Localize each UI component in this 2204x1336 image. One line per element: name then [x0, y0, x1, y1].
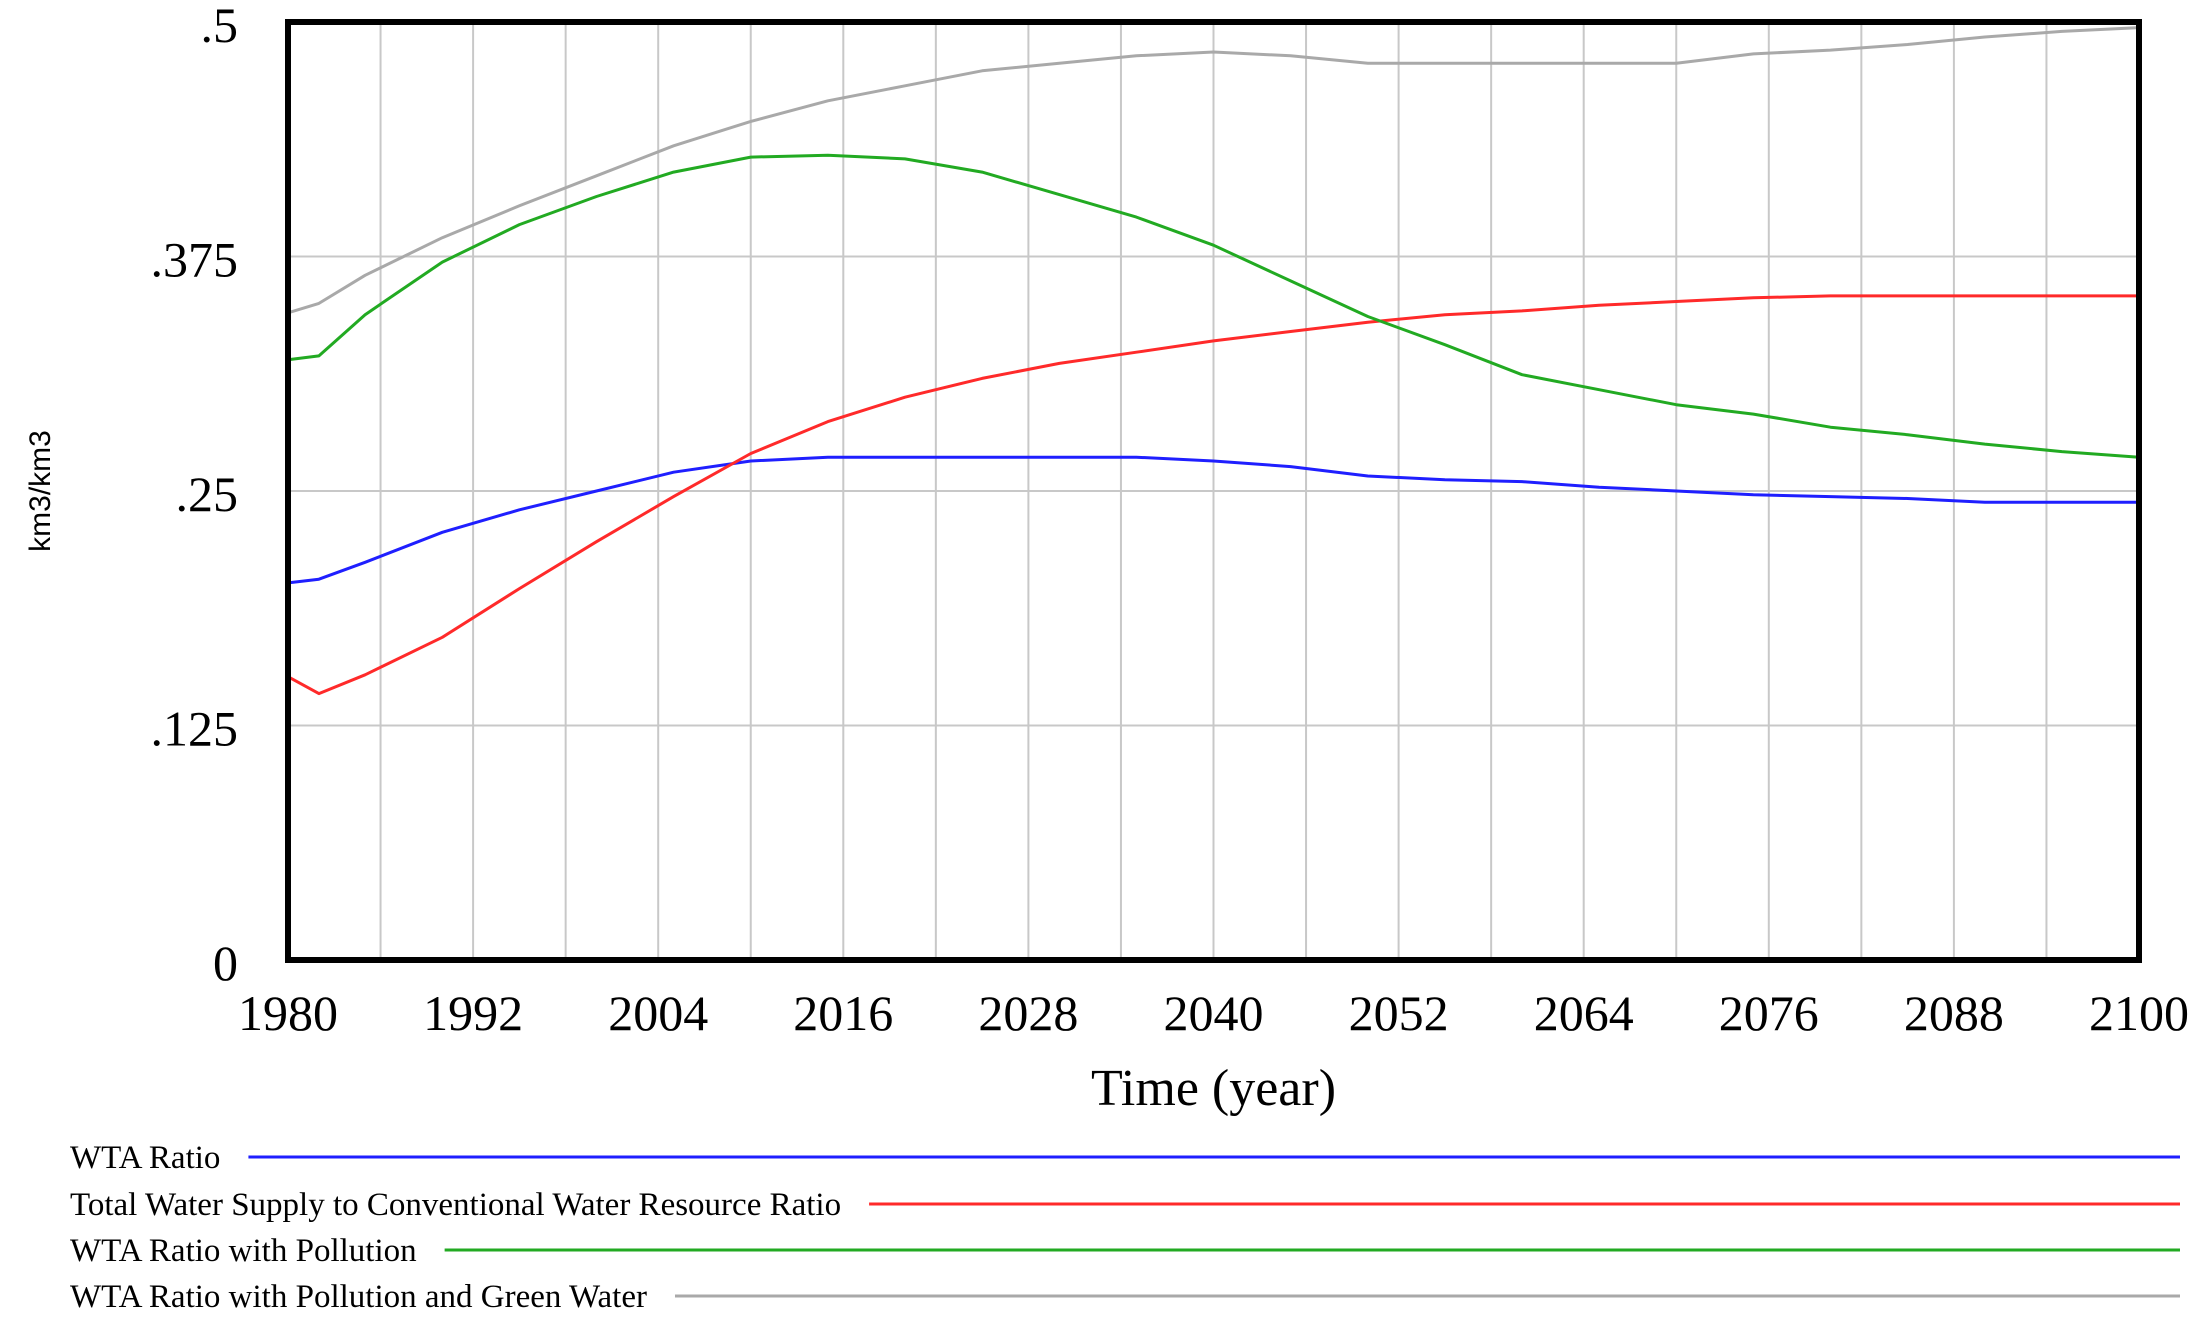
- y-axis-title: km3/km3: [24, 430, 57, 552]
- y-tick-label: .375: [151, 232, 239, 288]
- x-tick-label: 2076: [1719, 985, 1819, 1041]
- series-line-3: [287, 153, 2140, 459]
- plot-frame: [285, 19, 2142, 963]
- grid-lines: [287, 21, 2140, 961]
- legend-label: WTA Ratio with Pollution: [70, 1233, 417, 1269]
- y-tick-labels: 0 .125 .25 .375 .5: [151, 0, 239, 991]
- y-tick-label: .5: [201, 0, 239, 53]
- x-tick-label: 2004: [608, 985, 708, 1041]
- x-tick-label: 2016: [793, 985, 893, 1041]
- legend: WTA Ratio Total Water Supply to Conventio…: [70, 1140, 2180, 1315]
- y-tick-label: 0: [213, 935, 238, 991]
- x-tick-labels: 1980 1992 2004 2016 2028 2040 2052 2064 2076 2088…: [238, 985, 2189, 1041]
- x-tick-label: 2040: [1164, 985, 1264, 1041]
- x-tick-label: 2100: [2089, 985, 2189, 1041]
- series-lines: [287, 26, 2140, 696]
- x-tick-label: 1992: [423, 985, 523, 1041]
- legend-label: WTA Ratio: [70, 1140, 220, 1176]
- x-tick-label: 2064: [1534, 985, 1634, 1041]
- y-tick-label: .125: [151, 701, 239, 757]
- series-line-2: [287, 294, 2139, 696]
- x-tick-label: 1980: [238, 985, 338, 1041]
- y-tick-label: .25: [176, 466, 239, 522]
- series-line-1: [287, 455, 2139, 585]
- x-tick-label: 2028: [978, 985, 1078, 1041]
- legend-label: Total Water Supply to Conventional Water…: [70, 1187, 841, 1223]
- x-tick-label: 2052: [1349, 985, 1449, 1041]
- series-line-4: [287, 26, 2140, 315]
- x-axis-title: Time (year): [1091, 1060, 1336, 1117]
- x-tick-label: 2088: [1904, 985, 2004, 1041]
- legend-label: WTA Ratio with Pollution and Green Water: [70, 1279, 647, 1315]
